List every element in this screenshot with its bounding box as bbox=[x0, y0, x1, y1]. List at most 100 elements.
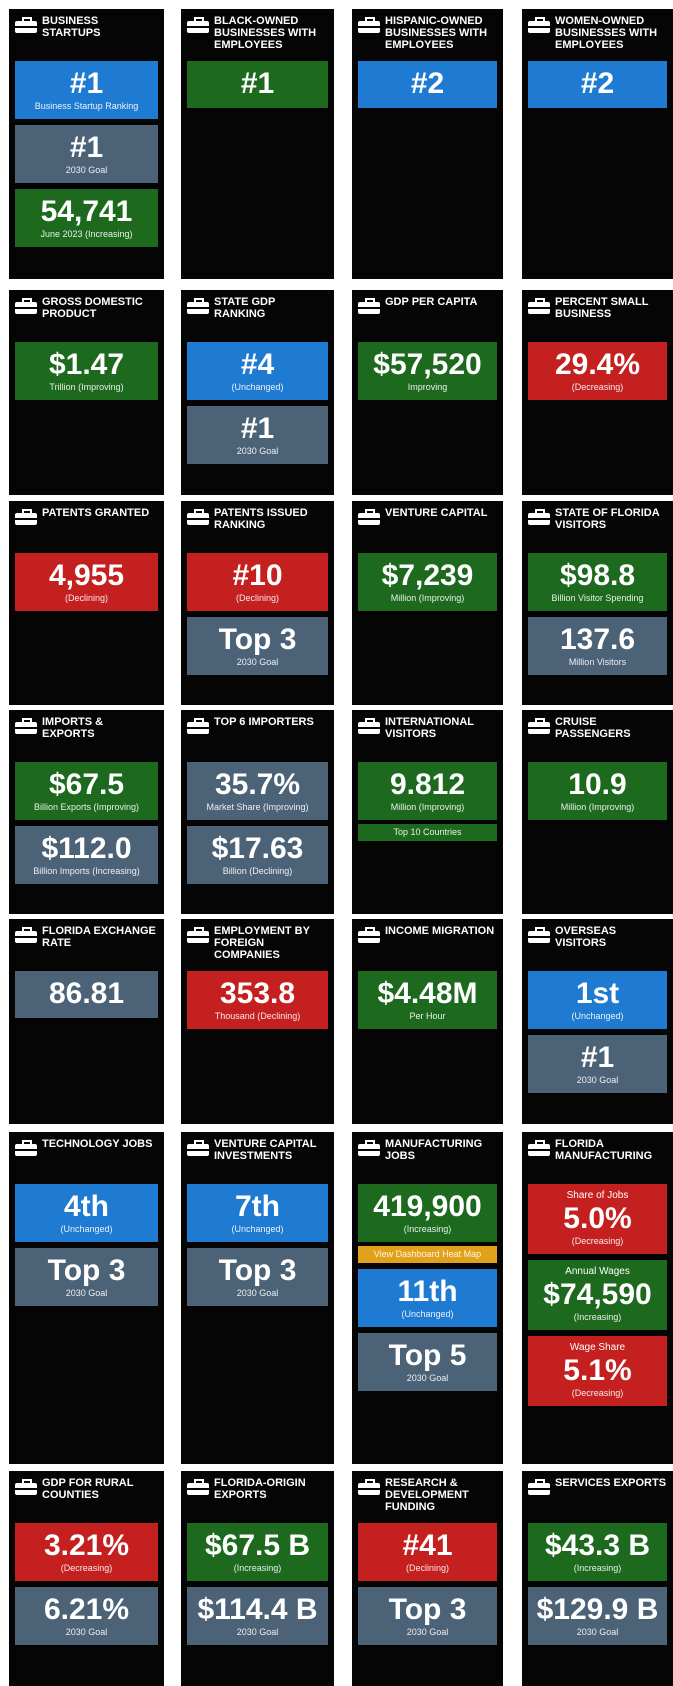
icon-part bbox=[535, 1479, 545, 1484]
metric-value: 54,741 bbox=[40, 195, 133, 228]
metric-caption: 2030 Goal bbox=[236, 1627, 279, 1637]
icon-part bbox=[528, 518, 550, 520]
tile-header: PERCENT SMALL BUSINESS bbox=[528, 296, 667, 340]
metric-caption: (Declining) bbox=[405, 1563, 449, 1573]
icon-part bbox=[535, 509, 545, 514]
metric-caption: Million Visitors bbox=[568, 657, 627, 667]
metric-caption: Market Share (Improving) bbox=[206, 802, 309, 812]
icon-part bbox=[22, 509, 32, 514]
metric-caption: Trillion (Improving) bbox=[49, 382, 124, 392]
tile-header: VENTURE CAPITAL bbox=[358, 507, 497, 551]
metric-value: Top 3 bbox=[388, 1593, 467, 1626]
briefcase-icon bbox=[15, 509, 37, 525]
icon-part bbox=[535, 1140, 545, 1145]
icon-part bbox=[365, 509, 375, 514]
metric-box: #1 2030 Goal bbox=[528, 1035, 667, 1093]
tile-title: FLORIDA-ORIGIN EXPORTS bbox=[214, 1477, 306, 1501]
icon-part bbox=[22, 718, 32, 723]
metric-tile: STATE GDP RANKING #4 (Unchanged) #1 2030 Goa… bbox=[181, 290, 334, 495]
icon-part bbox=[365, 1479, 375, 1484]
metric-box: 353.8 Thousand (Declining) bbox=[187, 971, 328, 1029]
icon-part bbox=[358, 307, 380, 309]
metric-tile: FLORIDA-ORIGIN EXPORTS $67.5 B (Increasing… bbox=[181, 1471, 334, 1686]
tile-header: GDP FOR RURAL COUNTIES bbox=[15, 1477, 158, 1521]
metric-box: 4th (Unchanged) bbox=[15, 1184, 158, 1242]
metric-box: 9.812 Million (Improving) bbox=[358, 762, 497, 820]
metric-box: 86.81 bbox=[15, 971, 158, 1018]
metric-caption: (Increasing) bbox=[573, 1312, 622, 1322]
metric-value: 10.9 bbox=[568, 768, 627, 801]
briefcase-icon bbox=[15, 718, 37, 734]
tile-title: PATENTS GRANTED bbox=[42, 507, 150, 519]
tile-title: OVERSEAS VISITORS bbox=[555, 925, 617, 949]
metric-tile: VENTURE CAPITAL $7,239 Million (Improving) bbox=[352, 501, 503, 705]
tile-header: HISPANIC-OWNED BUSINESSES WITH EMPLOYEES bbox=[358, 15, 497, 59]
icon-part bbox=[187, 518, 209, 520]
tile-title: BUSINESS STARTUPS bbox=[42, 15, 101, 39]
metric-value: #2 bbox=[410, 67, 445, 100]
metric-tile: IMPORTS & EXPORTS $67.5 Billion Exports (I… bbox=[9, 710, 164, 914]
tile-title: GDP FOR RURAL COUNTIES bbox=[42, 1477, 134, 1501]
briefcase-icon bbox=[528, 17, 550, 33]
metric-box: #1 Business Startup Ranking bbox=[15, 61, 158, 119]
metric-tile: GROSS DOMESTIC PRODUCT $1.47 Trillion (Imp… bbox=[9, 290, 164, 495]
metric-caption: (Unchanged) bbox=[401, 1309, 454, 1319]
briefcase-icon bbox=[187, 1479, 209, 1495]
briefcase-icon bbox=[15, 17, 37, 33]
metric-box: Top 3 2030 Goal bbox=[187, 617, 328, 675]
metric-value: $112.0 bbox=[41, 832, 132, 865]
metric-box: $17.63 Billion (Declining) bbox=[187, 826, 328, 884]
metric-box: $7,239 Million (Improving) bbox=[358, 553, 497, 611]
metric-tile: TOP 6 IMPORTERS 35.7% Market Share (Improv… bbox=[181, 710, 334, 914]
metric-value: Top 5 bbox=[388, 1339, 467, 1372]
metric-box: View Dashboard Heat Map bbox=[358, 1246, 497, 1263]
briefcase-icon bbox=[358, 1479, 380, 1495]
icon-part bbox=[535, 927, 545, 932]
tile-title: STATE OF FLORIDA VISITORS bbox=[555, 507, 660, 531]
tile-header: GROSS DOMESTIC PRODUCT bbox=[15, 296, 158, 340]
tile-title: PERCENT SMALL BUSINESS bbox=[555, 296, 649, 320]
briefcase-icon bbox=[15, 1140, 37, 1156]
metric-caption: Million (Improving) bbox=[390, 593, 465, 603]
metric-box: Wage Share 5.1% (Decreasing) bbox=[528, 1336, 667, 1406]
metric-value: 5.1% bbox=[563, 1354, 632, 1387]
tile-header: RESEARCH & DEVELOPMENT FUNDING bbox=[358, 1477, 497, 1521]
icon-part bbox=[365, 17, 375, 22]
metric-box: #1 2030 Goal bbox=[15, 125, 158, 183]
briefcase-icon bbox=[187, 509, 209, 525]
icon-part bbox=[194, 718, 204, 723]
metric-box: $4.48M Per Hour bbox=[358, 971, 497, 1029]
metric-box: $129.9 B 2030 Goal bbox=[528, 1587, 667, 1645]
metric-value: $67.5 bbox=[48, 768, 125, 801]
metric-value: $7,239 bbox=[381, 559, 474, 592]
tile-title: EMPLOYMENT BY FOREIGN COMPANIES bbox=[214, 925, 310, 961]
metric-caption: Business Startup Ranking bbox=[34, 101, 139, 111]
briefcase-icon bbox=[15, 1479, 37, 1495]
icon-part bbox=[194, 17, 204, 22]
icon-part bbox=[528, 307, 550, 309]
icon-part bbox=[194, 509, 204, 514]
briefcase-icon bbox=[15, 927, 37, 943]
metric-value: 4th bbox=[64, 1190, 109, 1223]
tile-header: GDP PER CAPITA bbox=[358, 296, 497, 340]
icon-part bbox=[365, 1140, 375, 1145]
icon-part bbox=[15, 26, 37, 28]
metric-value: 3.21% bbox=[43, 1529, 130, 1562]
icon-part bbox=[22, 1140, 32, 1145]
icon-part bbox=[365, 927, 375, 932]
metric-box: $112.0 Billion Imports (Increasing) bbox=[15, 826, 158, 884]
metric-box: Annual Wages $74,590 (Increasing) bbox=[528, 1260, 667, 1330]
metric-caption: View Dashboard Heat Map bbox=[373, 1249, 482, 1259]
tile-header: PATENTS ISSUED RANKING bbox=[187, 507, 328, 551]
icon-part bbox=[22, 17, 32, 22]
tile-header: PATENTS GRANTED bbox=[15, 507, 158, 551]
metric-box: #41 (Declining) bbox=[358, 1523, 497, 1581]
briefcase-icon bbox=[358, 1140, 380, 1156]
metric-caption: (Increasing) bbox=[233, 1563, 282, 1573]
tile-title: PATENTS ISSUED RANKING bbox=[214, 507, 308, 531]
metric-tile: WOMEN-OWNED BUSINESSES WITH EMPLOYEES #2 bbox=[522, 9, 673, 279]
tile-header: FLORIDA EXCHANGE RATE bbox=[15, 925, 158, 969]
metric-caption: Per Hour bbox=[409, 1011, 446, 1021]
briefcase-icon bbox=[358, 17, 380, 33]
